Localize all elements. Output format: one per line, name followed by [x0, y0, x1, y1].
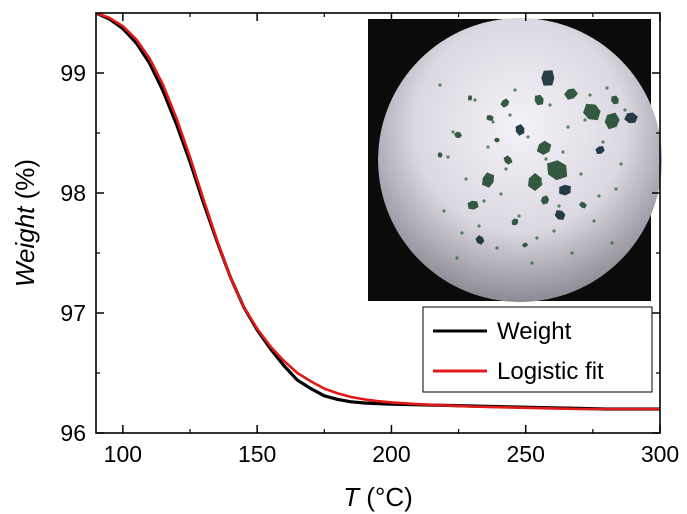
crystal-speck	[592, 219, 596, 223]
crystal-speck	[499, 192, 503, 196]
crystal-fragment	[534, 94, 544, 106]
x-axis-label: T (°C)	[343, 482, 413, 512]
crystal-speck	[504, 167, 508, 171]
crystal-speck	[623, 108, 627, 112]
legend-label: Weight	[497, 318, 572, 345]
crystal-fragment	[511, 218, 519, 226]
crystal-speck	[451, 130, 455, 134]
crystal-speck	[583, 118, 587, 122]
crystal-fragment	[611, 95, 619, 105]
crystal-speck	[526, 135, 530, 139]
crystal-fragment	[554, 210, 566, 220]
crystal-fragment	[500, 98, 510, 108]
crystal-speck	[557, 204, 561, 208]
crystal-fragment	[475, 235, 485, 245]
crystal-speck	[619, 162, 623, 166]
crystal-speck	[495, 246, 499, 250]
crystal-speck	[579, 172, 583, 176]
crystal-speck	[482, 199, 486, 203]
x-tick-label: 100	[104, 441, 142, 467]
crystal-speck	[455, 256, 459, 260]
crystal-speck	[570, 251, 574, 255]
crystal-speck	[438, 83, 442, 87]
crystal-speck	[473, 98, 477, 102]
crystal-fragment	[522, 242, 528, 248]
crystal-fragment	[595, 146, 605, 154]
legend: Weight Logistic fit	[422, 306, 653, 393]
plot-frame	[95, 12, 661, 434]
crystal-speck	[561, 150, 565, 154]
crystal-fragment	[467, 95, 473, 101]
series-layer	[96, 13, 660, 411]
crystal-speck	[552, 229, 556, 233]
crystal-fragment	[540, 195, 549, 205]
crystal-fragment	[467, 200, 479, 210]
crystal-speck	[614, 187, 618, 191]
y-axis-label: Weight (%)	[10, 159, 40, 287]
crystal-fragment	[559, 184, 571, 196]
crystal-fragment	[624, 112, 638, 124]
y-tick-label: 97	[60, 300, 86, 326]
crystal-speck	[477, 224, 481, 228]
crystal-fragment	[528, 173, 542, 191]
series-line-logistic-fit	[96, 13, 660, 411]
crystal-fragment	[536, 140, 552, 155]
crystal-fragment	[454, 131, 462, 139]
crystal-fragment	[494, 137, 500, 143]
crystal-speck	[513, 88, 517, 92]
crystal-speck	[464, 177, 468, 181]
crystal-fragment	[604, 112, 620, 130]
crystal-speck	[446, 155, 450, 159]
crystal-speck	[517, 214, 521, 218]
crystal-speck	[508, 113, 512, 117]
crystal-speck	[566, 125, 570, 129]
crystal-speck	[535, 236, 539, 240]
crystal-speck	[530, 261, 534, 265]
crystal-fragment	[437, 152, 443, 158]
crystal-speck	[544, 157, 548, 161]
x-tick-label: 150	[238, 441, 276, 467]
crystal-fragment	[579, 201, 587, 209]
x-tick-label: 200	[372, 441, 410, 467]
crystal-speck	[588, 93, 592, 97]
crystal-speck	[548, 103, 552, 107]
x-tick-label: 300	[641, 441, 679, 467]
axes: 100 150 200 250 300 96 97 98 99	[60, 12, 679, 467]
crystal-speck	[605, 86, 609, 90]
crystal-speck	[486, 145, 490, 149]
crystal-speck	[460, 231, 464, 235]
crystal-fragment	[564, 88, 578, 100]
crystal-fragment	[503, 155, 513, 165]
crystal-fragment	[482, 172, 495, 188]
crystal-fragment	[515, 124, 525, 136]
crystal-speck	[597, 194, 601, 198]
microscope-inset-image	[368, 18, 662, 302]
legend-label: Logistic fit	[497, 358, 604, 385]
crystal-speck	[601, 140, 605, 144]
crystal-speck	[491, 120, 495, 124]
y-tick-label: 99	[60, 60, 86, 86]
crystal-fragment	[583, 103, 601, 121]
x-tick-label: 250	[507, 441, 545, 467]
crystal-speck	[610, 241, 614, 245]
crystal-fragment	[547, 160, 568, 181]
crystal-speck	[442, 209, 446, 213]
y-tick-label: 98	[60, 180, 86, 206]
crystal-speck	[539, 182, 543, 186]
y-tick-label: 96	[60, 420, 86, 446]
crystal-fragment	[541, 70, 555, 86]
crystal-fragment	[486, 115, 494, 121]
